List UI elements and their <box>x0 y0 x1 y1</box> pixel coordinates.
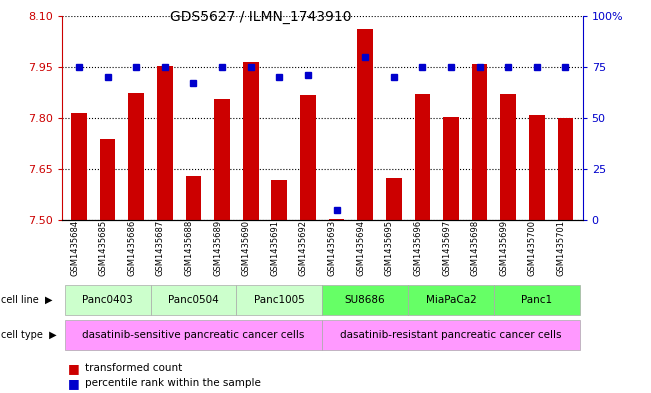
Bar <box>243 62 258 220</box>
Bar <box>443 117 459 220</box>
Bar <box>300 95 316 220</box>
Bar <box>529 115 545 220</box>
Bar <box>322 285 408 315</box>
Text: Panc0403: Panc0403 <box>82 295 133 305</box>
Text: GSM1435701: GSM1435701 <box>557 220 566 276</box>
Text: GSM1435696: GSM1435696 <box>413 220 422 276</box>
Bar <box>408 285 494 315</box>
Text: MiaPaCa2: MiaPaCa2 <box>426 295 477 305</box>
Text: cell type  ▶: cell type ▶ <box>1 330 57 340</box>
Bar <box>472 64 488 220</box>
Bar <box>236 285 322 315</box>
Text: transformed count: transformed count <box>85 363 182 373</box>
Text: GSM1435684: GSM1435684 <box>70 220 79 276</box>
Bar <box>415 94 430 220</box>
Text: GSM1435691: GSM1435691 <box>270 220 279 276</box>
Text: SU8686: SU8686 <box>345 295 385 305</box>
Text: dasatinib-sensitive pancreatic cancer cells: dasatinib-sensitive pancreatic cancer ce… <box>82 330 305 340</box>
Bar <box>357 29 373 220</box>
Text: Panc0504: Panc0504 <box>168 295 219 305</box>
Text: GSM1435690: GSM1435690 <box>242 220 251 276</box>
Bar <box>150 285 236 315</box>
Text: GSM1435685: GSM1435685 <box>99 220 107 276</box>
Text: GSM1435699: GSM1435699 <box>499 220 508 276</box>
Bar <box>100 140 115 220</box>
Bar <box>329 219 344 220</box>
Text: Panc1005: Panc1005 <box>254 295 305 305</box>
Text: percentile rank within the sample: percentile rank within the sample <box>85 378 260 388</box>
Bar <box>214 99 230 220</box>
Text: GSM1435692: GSM1435692 <box>299 220 308 276</box>
Text: GSM1435688: GSM1435688 <box>184 220 193 276</box>
Bar <box>494 285 580 315</box>
Text: GSM1435694: GSM1435694 <box>356 220 365 276</box>
Bar <box>128 93 144 220</box>
Text: dasatinib-resistant pancreatic cancer cells: dasatinib-resistant pancreatic cancer ce… <box>340 330 562 340</box>
Text: GSM1435686: GSM1435686 <box>127 220 136 276</box>
Text: GSM1435697: GSM1435697 <box>442 220 451 276</box>
Text: GSM1435700: GSM1435700 <box>528 220 537 276</box>
Bar <box>322 320 580 350</box>
Bar <box>71 113 87 220</box>
Text: ■: ■ <box>68 376 80 390</box>
Text: Panc1: Panc1 <box>521 295 553 305</box>
Text: cell line  ▶: cell line ▶ <box>1 295 53 305</box>
Text: GSM1435687: GSM1435687 <box>156 220 165 276</box>
Text: ■: ■ <box>68 362 80 375</box>
Bar <box>157 66 173 220</box>
Bar <box>186 176 201 220</box>
Bar <box>558 118 574 220</box>
Bar <box>386 178 402 220</box>
Bar <box>271 180 287 220</box>
Text: GSM1435698: GSM1435698 <box>471 220 480 276</box>
Text: GSM1435689: GSM1435689 <box>213 220 222 276</box>
Bar <box>64 320 322 350</box>
Text: GDS5627 / ILMN_1743910: GDS5627 / ILMN_1743910 <box>170 10 351 24</box>
Text: GSM1435693: GSM1435693 <box>327 220 337 276</box>
Bar <box>501 94 516 220</box>
Bar <box>64 285 150 315</box>
Text: GSM1435695: GSM1435695 <box>385 220 394 276</box>
